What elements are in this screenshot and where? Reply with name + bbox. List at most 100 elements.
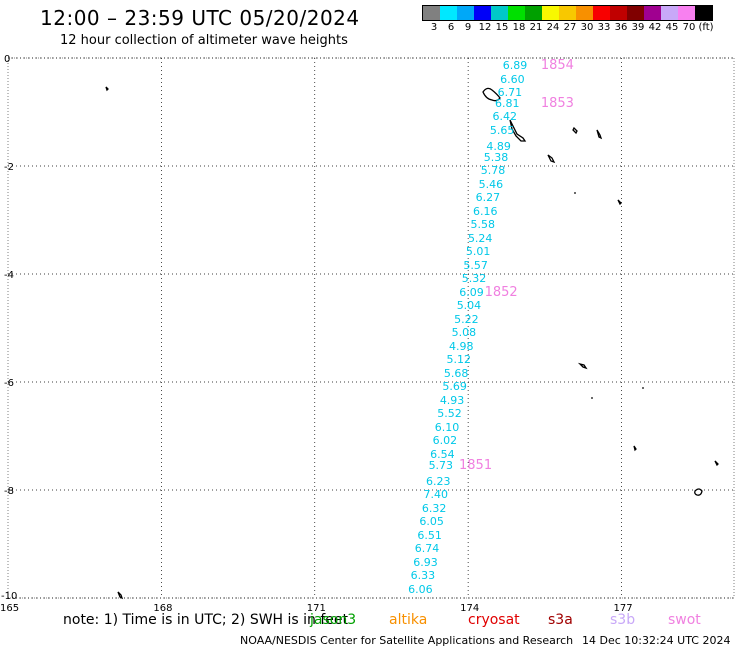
colorbar-label: 18 (512, 22, 526, 33)
colorbar-swatch (440, 6, 457, 20)
colorbar-swatch (576, 6, 593, 20)
swh-value-label: 5.04 (456, 299, 482, 313)
satellite-legend-swot: swot (668, 612, 701, 628)
colorbar-swatch (695, 6, 712, 20)
colorbar-label: 3 (430, 22, 438, 33)
colorbar-label: 36 (614, 22, 628, 33)
island-dot (574, 192, 576, 194)
colorbar-swatch (457, 6, 474, 20)
island-dot (642, 387, 644, 389)
colorbar-swatch (678, 6, 695, 20)
island-outline (572, 126, 578, 135)
island-outline (714, 460, 719, 467)
swh-value-label: 5.22 (454, 312, 479, 326)
colorbar-swatch (474, 6, 491, 20)
y-tick-label: -4 (4, 270, 14, 281)
colorbar-swatch (661, 6, 678, 20)
x-tick-label: 177 (613, 603, 633, 614)
colorbar-label: 39 (631, 22, 645, 33)
colorbar-label: (ft) (698, 22, 714, 33)
colorbar-label: 15 (495, 22, 509, 33)
swh-value-label: 5.01 (465, 245, 491, 259)
pass-time-label: 1851 (459, 457, 493, 473)
swh-value-label: 5.78 (480, 164, 506, 178)
island-outline (694, 488, 703, 496)
swh-value-label: 6.33 (410, 569, 436, 583)
island-outline (596, 129, 603, 140)
swh-value-label: 6.09 (459, 285, 484, 299)
satellite-legend-cryosat: cryosat (468, 612, 520, 628)
swh-value-label: 5.24 (467, 231, 493, 245)
timestamp-text: 14 Dec 10:32:24 UTC 2024 (582, 634, 731, 647)
colorbar-legend (422, 5, 713, 21)
island-outline (509, 119, 527, 142)
swh-value-label: 6.74 (414, 542, 440, 556)
swh-value-label: 7.40 (423, 488, 448, 502)
satellite-legend-jason3: jason3 (310, 612, 357, 628)
x-tick-label: 174 (460, 603, 480, 614)
colorbar-label: 27 (563, 22, 577, 33)
swh-value-label: 6.89 (502, 59, 528, 73)
pass-time-label: 1853 (540, 95, 574, 111)
colorbar-label: 12 (478, 22, 492, 33)
swh-value-label: 5.65 (489, 123, 515, 137)
island-outline (117, 591, 124, 600)
colorbar-label: 9 (464, 22, 472, 33)
pass-time-label: 1854 (540, 58, 574, 74)
swh-value-label: 5.12 (446, 353, 471, 367)
x-tick-label: 168 (153, 603, 173, 614)
swh-value-label: 6.05 (419, 515, 444, 529)
y-tick-label: 0 (4, 54, 11, 65)
colorbar-swatch (542, 6, 559, 20)
island-dot (591, 397, 593, 399)
swh-value-label: 6.02 (432, 434, 458, 448)
island-outline (633, 445, 637, 452)
swh-value-label: 6.23 (426, 474, 451, 488)
credit-text: NOAA/NESDIS Center for Satellite Applica… (240, 634, 574, 647)
swh-value-label: 6.42 (492, 110, 517, 124)
map-frame (7, 57, 735, 599)
swh-value-label: 5.58 (470, 218, 496, 232)
colorbar-label: 45 (665, 22, 679, 33)
colorbar-label: 21 (529, 22, 543, 33)
swh-value-label: 5.38 (483, 150, 509, 164)
colorbar-swatch (559, 6, 576, 20)
island-outline (617, 199, 622, 206)
page-subtitle: 12 hour collection of altimeter wave hei… (60, 33, 348, 48)
swh-value-label: 6.16 (473, 204, 498, 218)
y-tick-label: -6 (4, 378, 14, 389)
swh-value-label: 6.54 (430, 447, 455, 461)
y-tick-label: -8 (4, 486, 14, 497)
swh-value-label: 5.52 (437, 407, 462, 421)
swh-value-label: 5.68 (443, 366, 469, 380)
colorbar-label: 33 (597, 22, 611, 33)
island-outline (577, 362, 588, 370)
swh-value-label: 4.98 (449, 339, 474, 353)
colorbar-label: 42 (648, 22, 662, 33)
satellite-legend-s3b: s3b (610, 612, 636, 628)
swh-value-label: 5.69 (442, 380, 467, 394)
colorbar-swatch (644, 6, 661, 20)
colorbar-swatch (491, 6, 508, 20)
colorbar-swatch (508, 6, 525, 20)
island-outline (547, 154, 556, 164)
island-outline (482, 87, 501, 102)
y-tick-label: -10 (1, 591, 18, 602)
swh-value-label: 6.06 (408, 582, 433, 596)
swh-value-label: 5.73 (428, 458, 454, 472)
swh-value-label: 6.10 (434, 420, 460, 434)
swh-value-label: 6.81 (495, 96, 520, 110)
island-outline (105, 86, 109, 92)
swh-value-label: 5.08 (451, 326, 477, 340)
satellite-legend-altika: altika (389, 612, 428, 628)
swh-value-label: 5.46 (478, 177, 504, 191)
x-tick-label: 165 (0, 603, 20, 614)
colorbar-swatch (627, 6, 644, 20)
swh-value-label: 6.60 (500, 72, 525, 86)
footer-note: note: 1) Time is in UTC; 2) SWH is in fe… (63, 612, 349, 628)
swh-value-label: 6.93 (413, 555, 438, 569)
colorbar-label: 30 (580, 22, 594, 33)
swh-value-label: 6.51 (417, 528, 442, 542)
colorbar-swatch (423, 6, 440, 20)
